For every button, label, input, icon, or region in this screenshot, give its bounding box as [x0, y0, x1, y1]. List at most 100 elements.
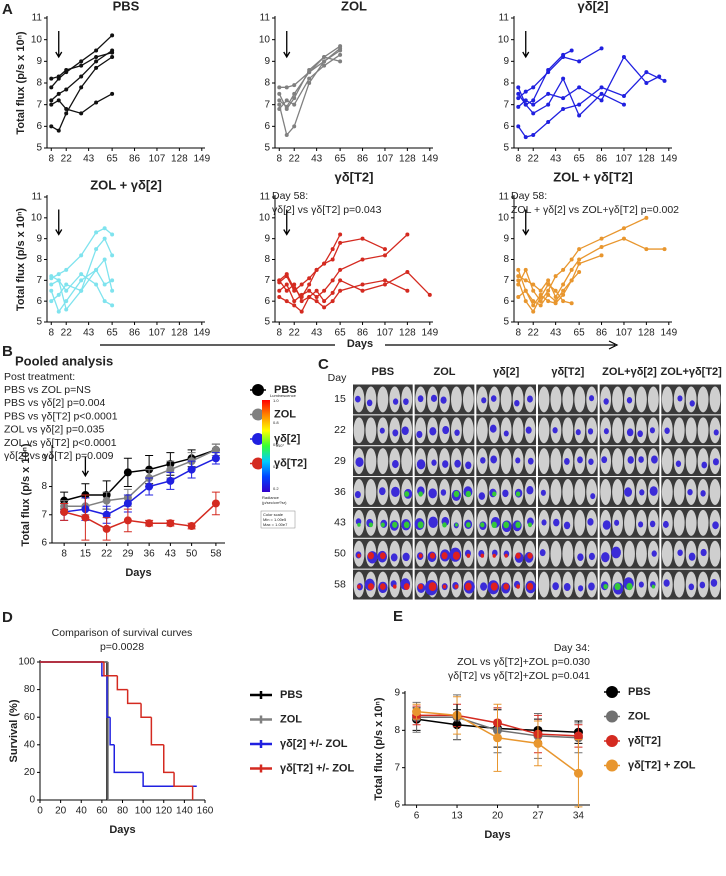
mouse [612, 386, 623, 413]
y-tick-label: 7 [394, 762, 400, 773]
signal [466, 522, 471, 528]
data-point [599, 46, 604, 51]
column-header: PBS [372, 366, 395, 378]
data-point [292, 91, 297, 96]
y-tick-label: 11 [32, 192, 43, 203]
signal [662, 520, 669, 528]
signal [490, 455, 497, 464]
data-point [292, 124, 297, 129]
column-header: γδ[T2] [551, 366, 584, 378]
signal [357, 522, 361, 527]
data-point [382, 278, 387, 283]
data-point [56, 98, 61, 103]
signal [638, 456, 644, 463]
signal [403, 583, 410, 590]
data-point [166, 476, 175, 485]
axis-line [39, 660, 205, 801]
data-point [523, 299, 528, 304]
y-tick-label: 9 [36, 56, 42, 67]
legend-label: PBS [628, 686, 651, 698]
mouse [562, 479, 574, 505]
data-point [561, 292, 566, 297]
signal [603, 583, 608, 590]
data-point [94, 247, 99, 252]
signal [637, 430, 643, 438]
signal [465, 461, 472, 470]
data-point [81, 513, 90, 522]
data-point [110, 278, 115, 283]
signal [491, 521, 497, 529]
legend-label: PBS [274, 384, 297, 396]
data-point [338, 52, 343, 57]
mouse [550, 448, 562, 475]
signal [553, 518, 560, 527]
data-point [561, 107, 566, 111]
y-tick-label: 10 [31, 34, 43, 45]
data-point [56, 278, 61, 283]
row-label: 22 [334, 424, 346, 436]
y-tick-label: 7 [36, 275, 42, 286]
y-tick-label: 9 [41, 453, 47, 464]
data-point [49, 102, 54, 107]
data-point [94, 282, 99, 287]
x-tick-label: 22 [528, 328, 540, 339]
x-tick-label: 65 [574, 328, 586, 339]
y-tick-label: 8 [36, 254, 42, 265]
signal [539, 549, 546, 557]
treatment-arrow [55, 31, 63, 59]
mouse [673, 417, 685, 444]
data-point [405, 288, 410, 293]
y-axis-label: Survival (%) [8, 699, 20, 762]
y-tick-label: 11 [499, 192, 510, 203]
data-point [94, 100, 99, 105]
data-point [662, 78, 667, 83]
signal [601, 552, 610, 563]
data-point [338, 59, 343, 64]
data-point [102, 510, 111, 519]
mouse [500, 386, 512, 413]
data-point [56, 128, 61, 133]
data-point [516, 267, 521, 272]
annotation: ZOL vs γδ[2] p=0.035 [4, 424, 104, 436]
data-point [553, 274, 558, 279]
signal [404, 491, 410, 497]
mouse [697, 417, 709, 444]
x-tick-label: 107 [149, 328, 166, 339]
y-tick-label: 10 [259, 212, 271, 223]
mouse [512, 417, 524, 444]
data-point [360, 288, 365, 293]
data-point [493, 733, 502, 743]
x-tick-label: 107 [377, 154, 394, 165]
signal [688, 552, 696, 561]
x-tick-label: 22 [289, 154, 301, 165]
data-point [360, 257, 365, 262]
x-tick-label: 65 [335, 328, 347, 339]
y-tick-label: 11 [32, 13, 43, 24]
x-tick-label: 40 [76, 806, 88, 817]
signal [626, 397, 633, 404]
x-tick-label: 140 [176, 806, 193, 817]
signal [687, 488, 693, 496]
annotation: ZOL vs γδ[T2] p<0.0001 [4, 437, 117, 449]
survival-step [126, 689, 142, 705]
x-tick-label: 8 [61, 549, 67, 560]
signal [515, 521, 521, 529]
treatment-arrow [522, 209, 530, 236]
column-header: ZOL+γδ[T2] [660, 366, 722, 378]
data-point [123, 468, 132, 477]
mouse [451, 386, 462, 413]
data-point [277, 91, 282, 96]
mouse [500, 448, 512, 475]
data-point [277, 295, 282, 299]
signal [552, 427, 558, 434]
data-point [412, 707, 422, 717]
signal [651, 550, 657, 557]
signal [503, 521, 510, 529]
data-point [299, 292, 304, 297]
data-point [49, 124, 54, 129]
data-point [360, 236, 365, 241]
y-tick-label: 10 [498, 212, 510, 223]
chart-title: Comparison of survival curves [52, 627, 193, 639]
data-point [621, 102, 626, 107]
data-point [277, 107, 282, 111]
